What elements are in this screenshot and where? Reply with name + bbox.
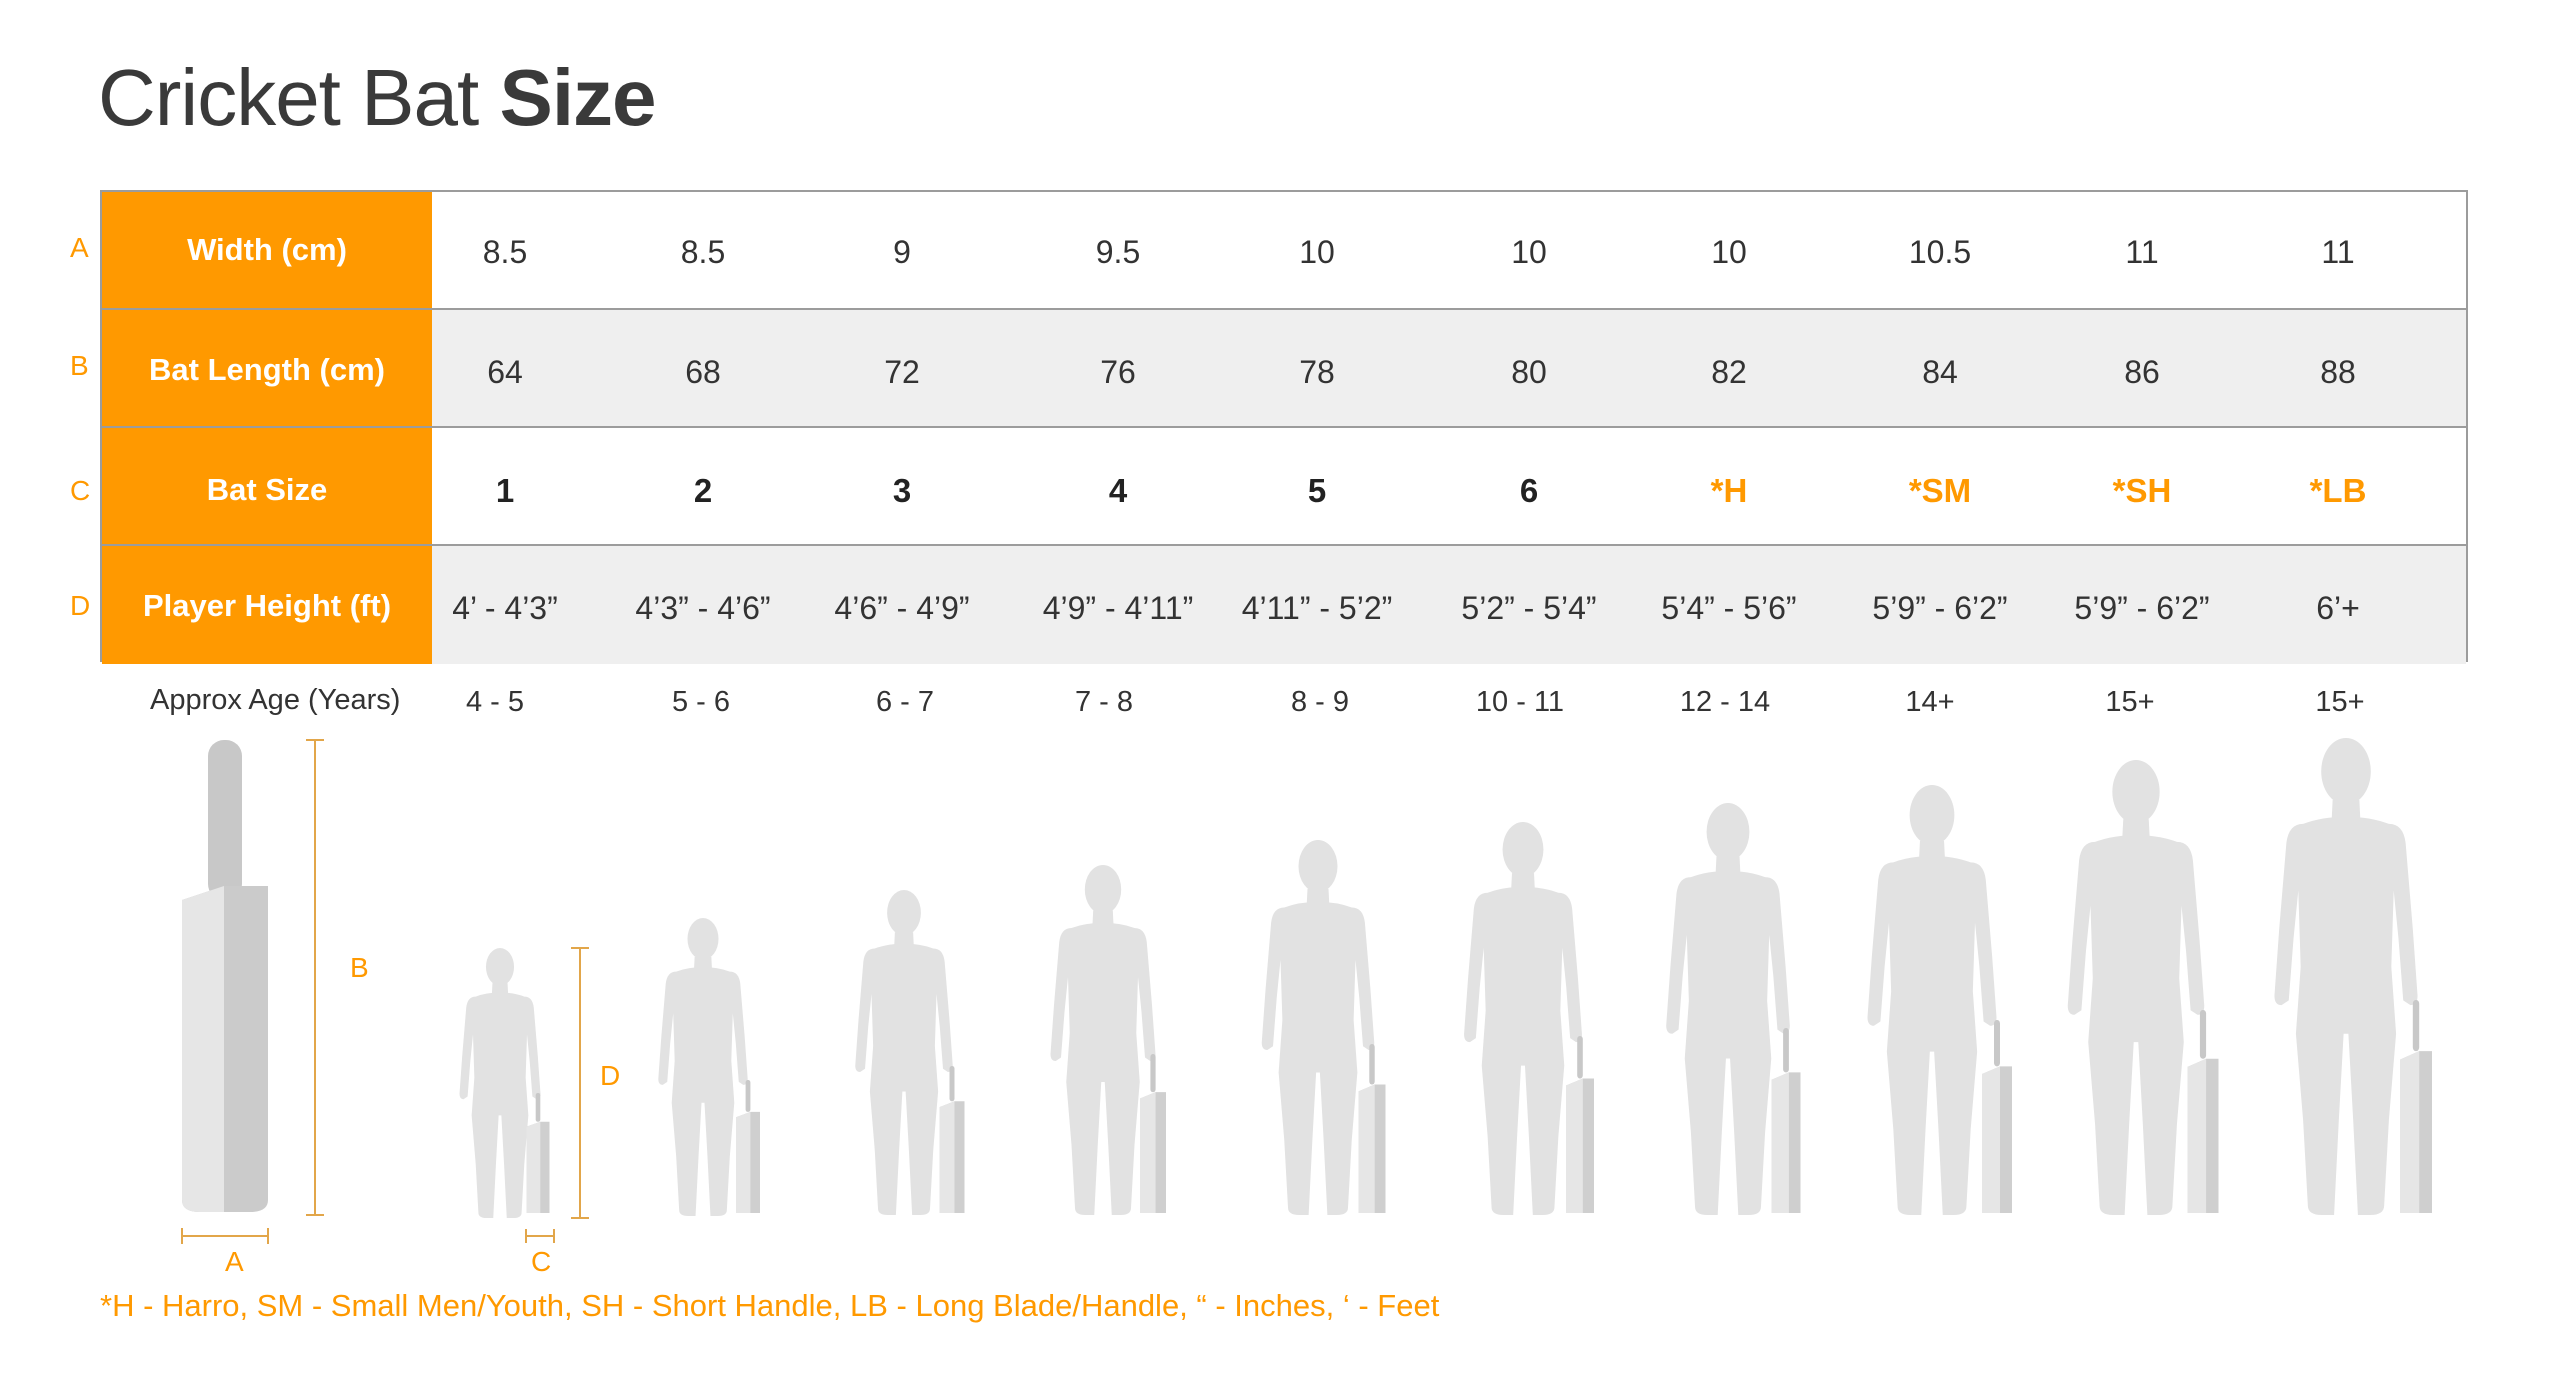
row-label-width: Width (cm) bbox=[187, 232, 347, 267]
size-cell: *LB bbox=[2309, 472, 2367, 509]
row-header bbox=[102, 192, 432, 308]
person-figure bbox=[1050, 865, 1156, 1215]
width-cell: 9.5 bbox=[1095, 234, 1141, 270]
person-figure bbox=[1666, 803, 1790, 1215]
bat-figure bbox=[1982, 1020, 2012, 1213]
dimension-label-d: D bbox=[600, 1060, 621, 1091]
height-cell: 5’9” - 6’2” bbox=[1872, 590, 2008, 626]
age-cell: 4 - 5 bbox=[465, 686, 525, 718]
person-figure bbox=[1464, 822, 1582, 1215]
width-cell: 10.5 bbox=[1908, 234, 1972, 270]
age-cell: 6 - 7 bbox=[875, 686, 935, 718]
length-cell: 80 bbox=[1511, 354, 1547, 390]
size-cell: 3 bbox=[892, 472, 912, 509]
bat-figure bbox=[2187, 1010, 2219, 1213]
height-cell: 4’6” - 4’9” bbox=[834, 590, 970, 626]
length-cell: 82 bbox=[1711, 354, 1747, 390]
size-cell: 5 bbox=[1307, 472, 1327, 509]
height-cell: 5’4” - 5’6” bbox=[1661, 590, 1797, 626]
age-cell: 15+ bbox=[2105, 686, 2155, 718]
age-cell: 7 - 8 bbox=[1074, 686, 1134, 718]
reference-bat bbox=[182, 740, 268, 1212]
row-header bbox=[102, 428, 432, 544]
bat-figure bbox=[1566, 1036, 1594, 1213]
person-figure bbox=[2274, 738, 2418, 1215]
table-row: Player Height (ft) 4’ - 4’3” 4’3” - 4’6”… bbox=[102, 546, 2466, 664]
bat-figure bbox=[526, 1093, 550, 1213]
size-table: Width (cm) 8.5 8.5 9 9.5 10 10 10 10.5 1… bbox=[100, 190, 2468, 664]
length-cell: 76 bbox=[1100, 354, 1136, 390]
bat-figure bbox=[939, 1066, 965, 1213]
row-header bbox=[102, 310, 432, 426]
dimension-lines bbox=[181, 739, 589, 1244]
person-figure bbox=[2067, 760, 2205, 1215]
size-cell: *SM bbox=[1908, 472, 1972, 509]
length-cell: 68 bbox=[685, 354, 721, 390]
page-title: Cricket Bat Size bbox=[98, 52, 657, 144]
width-cell: 11 bbox=[2321, 234, 2355, 270]
bat-figure bbox=[2400, 1000, 2432, 1213]
length-cell: 78 bbox=[1299, 354, 1335, 390]
title-bold: Size bbox=[499, 53, 656, 142]
age-cell: 10 - 11 bbox=[1475, 686, 1565, 718]
dimension-label-c: C bbox=[531, 1246, 552, 1277]
dimension-label-a: A bbox=[225, 1246, 244, 1277]
width-cell: 9 bbox=[893, 234, 911, 270]
row-header bbox=[102, 546, 432, 664]
footnote: *H - Harro, SM - Small Men/Youth, SH - S… bbox=[100, 1288, 1440, 1323]
size-cell: 1 bbox=[495, 472, 515, 509]
height-cell: 4’9” - 4’11” bbox=[1042, 590, 1194, 626]
bat-figure bbox=[1140, 1054, 1166, 1213]
height-cell: 4’11” - 5’2” bbox=[1241, 590, 1393, 626]
table-row: Bat Length (cm) 64 68 72 76 78 80 82 84 … bbox=[102, 310, 2466, 428]
length-cell: 72 bbox=[884, 354, 920, 390]
size-cell: 4 bbox=[1108, 472, 1128, 509]
bat-figure bbox=[1358, 1044, 1386, 1213]
title-light: Cricket Bat bbox=[98, 53, 479, 142]
bat-figure bbox=[1771, 1028, 1801, 1213]
width-cell: 8.5 bbox=[680, 234, 726, 270]
width-cell: 10 bbox=[1299, 234, 1335, 270]
length-cell: 86 bbox=[2124, 354, 2160, 390]
bat-figure bbox=[736, 1080, 760, 1213]
age-label: Approx Age (Years) bbox=[150, 684, 401, 716]
table-row: Bat Size 1 2 3 4 5 6 *H *SM *SH *LB bbox=[102, 428, 2466, 546]
height-cell: 4’ - 4’3” bbox=[452, 590, 558, 626]
row-letter-b: B bbox=[70, 350, 89, 381]
row-letter-c: C bbox=[70, 475, 91, 506]
person-figure bbox=[1261, 840, 1375, 1215]
dimension-label-b: B bbox=[350, 952, 369, 983]
height-cell: 5’2” - 5’4” bbox=[1461, 590, 1597, 626]
age-cell: 5 - 6 bbox=[671, 686, 731, 718]
age-cell: 8 - 9 bbox=[1290, 686, 1350, 718]
table-row: Width (cm) 8.5 8.5 9 9.5 10 10 10 10.5 1… bbox=[102, 192, 2466, 310]
person-figure bbox=[1867, 785, 1997, 1215]
size-cell: 6 bbox=[1519, 472, 1539, 509]
size-cell: *H bbox=[1710, 472, 1748, 509]
age-cell: 14+ bbox=[1905, 686, 1955, 718]
row-letter-d: D bbox=[70, 590, 91, 621]
person-figure bbox=[855, 890, 953, 1215]
length-cell: 64 bbox=[487, 354, 523, 390]
row-letter-a: A bbox=[70, 232, 89, 263]
age-cell: 15+ bbox=[2315, 686, 2365, 718]
age-cell: 12 - 14 bbox=[1679, 686, 1771, 718]
row-label-length: Bat Length (cm) bbox=[149, 352, 385, 387]
height-cell: 5’9” - 6’2” bbox=[2074, 590, 2210, 626]
row-label-size: Bat Size bbox=[206, 472, 328, 507]
person-figure bbox=[658, 918, 748, 1216]
length-cell: 88 bbox=[2320, 354, 2356, 390]
width-cell: 10 bbox=[1511, 234, 1547, 270]
size-cell: *SH bbox=[2112, 472, 2172, 509]
row-label-height: Player Height (ft) bbox=[142, 588, 392, 623]
height-cell: 6’+ bbox=[2316, 590, 2360, 626]
height-cell: 4’3” - 4’6” bbox=[635, 590, 771, 626]
length-cell: 84 bbox=[1922, 354, 1958, 390]
width-cell: 10 bbox=[1711, 234, 1747, 270]
width-cell: 8.5 bbox=[482, 234, 528, 270]
size-cell: 2 bbox=[693, 472, 713, 509]
width-cell: 11 bbox=[2125, 234, 2159, 270]
